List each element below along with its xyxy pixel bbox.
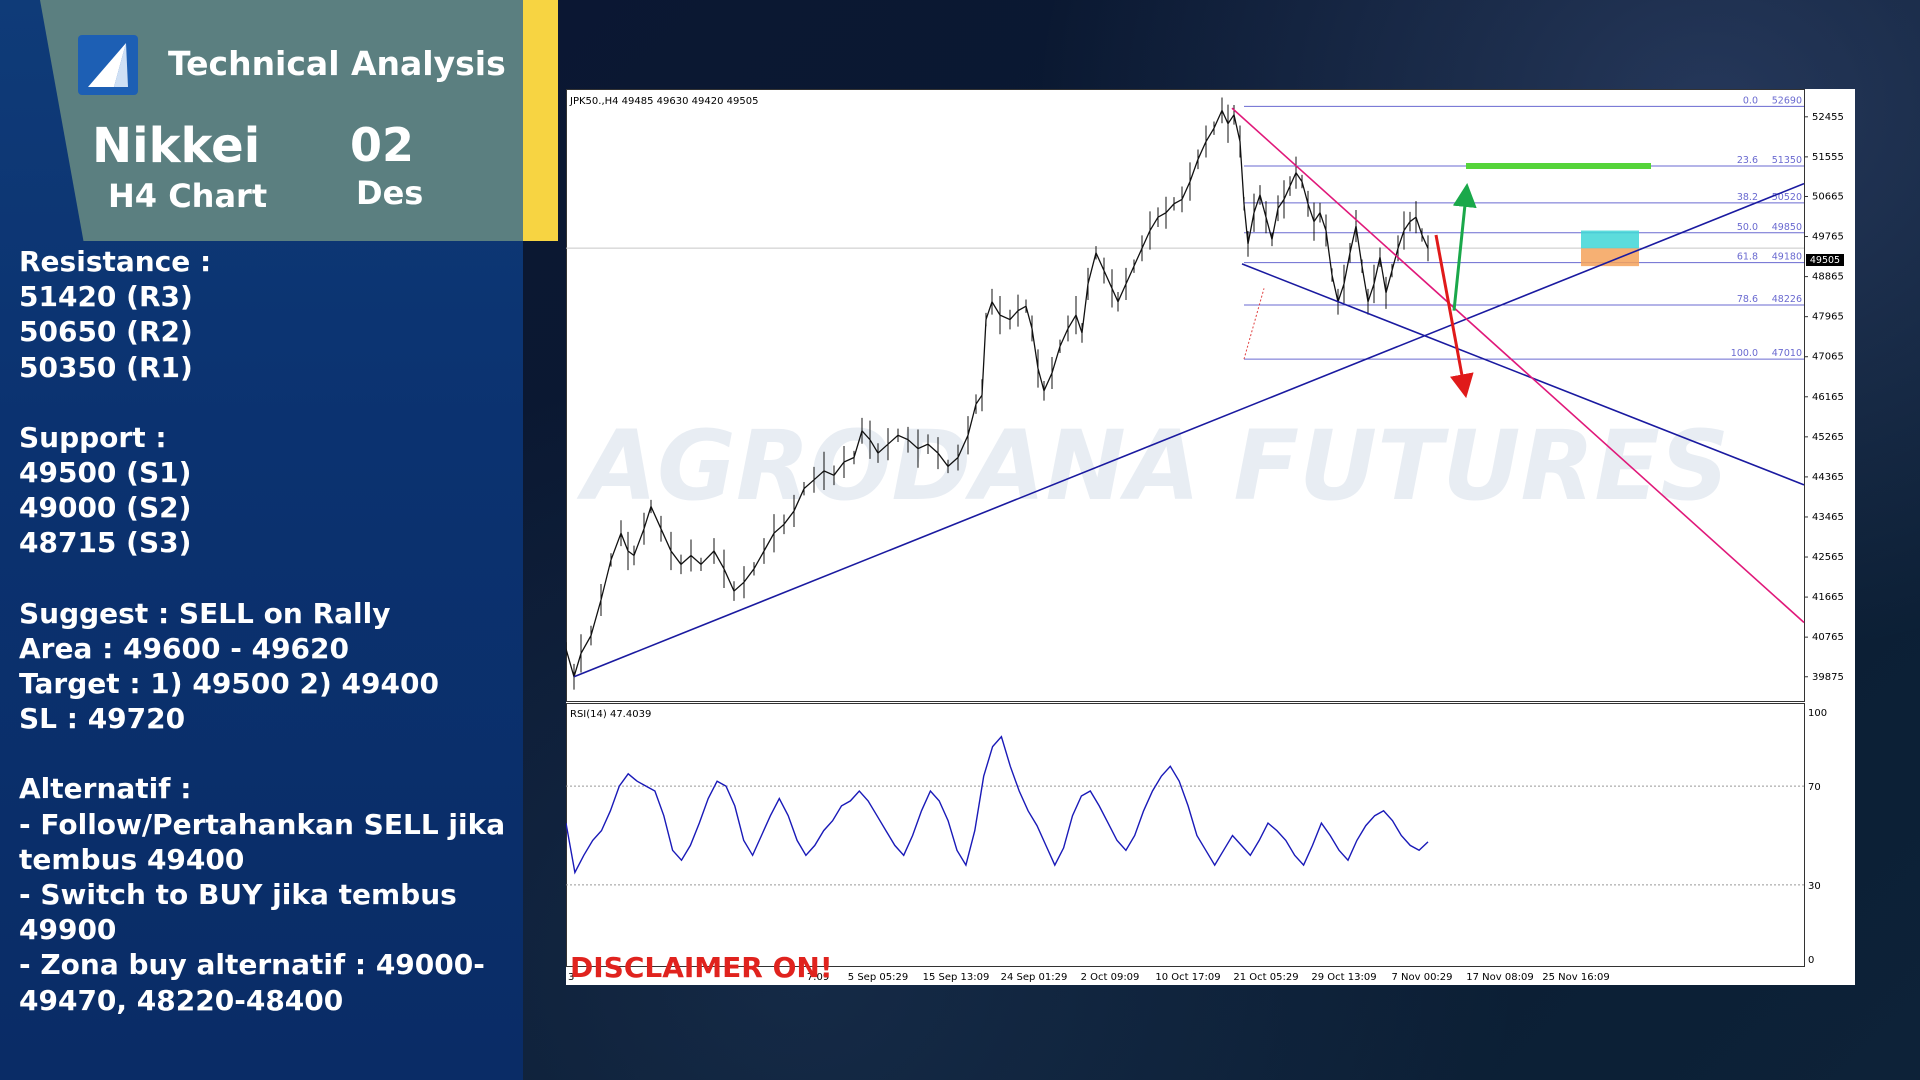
- support-s3: 48715 (S3): [19, 526, 192, 560]
- disclaimer-text: DISCLAIMER ON!: [570, 951, 833, 984]
- suggest-text: Suggest : SELL on Rally: [19, 596, 391, 630]
- x-tick-label: 24 Sep 01:29: [1001, 972, 1068, 983]
- support-s2: 49000 (S2): [19, 491, 192, 525]
- x-tick-label-partial: 7:09: [807, 972, 829, 983]
- x-tick-label: 15 Sep 13:09: [923, 972, 990, 983]
- sell-zone-lower: [1581, 248, 1639, 267]
- target-text: Target : 1) 49500 2) 49400: [19, 667, 439, 701]
- rsi-y-tick-label: 70: [1808, 782, 1821, 793]
- accent-bar: [523, 0, 558, 241]
- instrument-name: Nikkei: [92, 118, 261, 174]
- zones: [1466, 162, 1651, 267]
- y-tick-label: 51555: [1812, 152, 1844, 163]
- fib-level-label: 50.0: [1737, 222, 1758, 233]
- trendline-descending-resistance: [1231, 107, 1805, 624]
- resistance-r2: 50650 (R2): [19, 315, 193, 349]
- rsi-panel: 100 70 30 0: [566, 708, 1827, 966]
- y-axis: 52455 51555 50665 49765 48865 47965 47065 46165…: [1804, 112, 1844, 683]
- y-tick-label: 52455: [1812, 112, 1844, 123]
- y-tick-label: 45265: [1812, 432, 1844, 443]
- price-series: [566, 97, 1429, 690]
- fib-level-label: 38.2: [1737, 192, 1758, 203]
- header-title: Technical Analysis: [168, 44, 506, 83]
- chart-header-text: JPK50.,H4 49485 49630 49420 49505: [569, 96, 758, 107]
- x-tick-label: 5 Sep 05:29: [848, 972, 908, 983]
- trendline-long-term-support: [573, 182, 1805, 678]
- y-tick-label: 43465: [1812, 512, 1844, 523]
- date-month: Des: [356, 174, 424, 212]
- fib-price-label: 49180: [1772, 252, 1802, 263]
- x-tick-label-partial: 3: [568, 972, 574, 983]
- resistance-r1: 50350 (R1): [19, 350, 193, 384]
- arrow-sell-scenario: [1434, 234, 1474, 399]
- fib-price-label: 50520: [1772, 192, 1802, 203]
- price-chart: JPK50.,H4 49485 49630 49420 49505 RSI(14…: [566, 89, 1855, 985]
- y-tick-label: 48865: [1812, 272, 1844, 283]
- y-tick-label: 44365: [1812, 472, 1844, 483]
- watermark: AGRODANA FUTURES: [576, 410, 1729, 522]
- y-tick-label: 46165: [1812, 392, 1844, 403]
- alternatif-line: - Follow/Pertahankan SELL jika: [19, 807, 506, 841]
- alternatif-line: tembus 49400: [19, 842, 245, 876]
- alternatif-line: - Zona buy alternatif : 49000-: [19, 948, 485, 982]
- fib-level-label: 78.6: [1737, 294, 1758, 305]
- y-tick-label: 49765: [1812, 232, 1844, 243]
- fib-level-label: 23.6: [1737, 155, 1758, 166]
- price-line: [566, 108, 1429, 680]
- date-day: 02: [350, 118, 415, 172]
- x-tick-label: 17 Nov 08:09: [1466, 972, 1533, 983]
- y-tick-label: 39875: [1812, 672, 1844, 683]
- y-tick-label: 42565: [1812, 552, 1844, 563]
- rsi-y-tick-label: 100: [1808, 708, 1827, 719]
- rsi-y-tick-label: 0: [1808, 955, 1814, 966]
- fib-price-label: 51350: [1772, 155, 1802, 166]
- resistance-r3: 51420 (R3): [19, 280, 193, 314]
- fib-anchor-line: [1243, 288, 1265, 360]
- x-axis: 5 Sep 05:29 15 Sep 13:09 24 Sep 01:29 2 Oct…: [568, 972, 1610, 983]
- trendline-lower-channel: [1241, 263, 1805, 486]
- x-tick-label: 7 Nov 00:29: [1391, 972, 1452, 983]
- fib-price-label: 48226: [1772, 294, 1802, 305]
- support-label: Support :: [19, 420, 167, 454]
- resistance-label: Resistance :: [19, 245, 212, 278]
- rsi-y-tick-label: 30: [1808, 881, 1821, 892]
- y-tick-label: 40765: [1812, 632, 1844, 643]
- chart-timeframe-label: H4 Chart: [108, 177, 268, 215]
- fib-price-label: 52690: [1772, 95, 1802, 106]
- current-price-tag: 49505: [1806, 254, 1844, 266]
- stoploss-text: SL : 49720: [19, 702, 186, 736]
- x-tick-label: 29 Oct 13:09: [1311, 972, 1376, 983]
- y-tick-label: 47965: [1812, 312, 1844, 323]
- x-tick-label: 10 Oct 17:09: [1155, 972, 1220, 983]
- bg-decor: [1659, 18, 1694, 75]
- fib-price-label: 47010: [1772, 348, 1802, 359]
- chart-frame: JPK50.,H4 49485 49630 49420 49505 RSI(14…: [566, 89, 1855, 985]
- alternatif-line: 49900: [19, 913, 117, 947]
- arrow-buy-scenario: [1452, 182, 1477, 311]
- area-text: Area : 49600 - 49620: [19, 631, 349, 665]
- support-s1: 49500 (S1): [19, 456, 192, 490]
- fib-level-label: 0.0: [1743, 95, 1758, 106]
- trendlines: [573, 107, 1805, 678]
- x-tick-label: 2 Oct 09:09: [1081, 972, 1140, 983]
- fib-level-label: 100.0: [1731, 348, 1758, 359]
- rsi-line: [566, 735, 1429, 875]
- alternatif-line: - Switch to BUY jika tembus: [19, 878, 457, 912]
- y-tick-label: 47065: [1812, 352, 1844, 363]
- y-tick-label: 50665: [1812, 191, 1844, 202]
- y-tick-label: 41665: [1812, 592, 1844, 603]
- analysis-text: Resistance : 51420 (R3) 50650 (R2) 50350…: [19, 244, 505, 1018]
- sell-zone-upper: [1581, 230, 1639, 249]
- scenario-arrows: [1434, 182, 1477, 399]
- x-tick-label: 25 Nov 16:09: [1542, 972, 1609, 983]
- fib-price-label: 49850: [1772, 222, 1802, 233]
- alternatif-line: 49470, 48220-48400: [19, 983, 344, 1017]
- fib-level-label: 61.8: [1737, 252, 1758, 263]
- current-price-text: 49505: [1810, 255, 1840, 266]
- agrodana-logo-icon: [78, 35, 138, 95]
- rsi-label: RSI(14) 47.4039: [570, 709, 651, 720]
- alternatif-label: Alternatif :: [19, 772, 192, 806]
- x-tick-label: 21 Oct 05:29: [1233, 972, 1298, 983]
